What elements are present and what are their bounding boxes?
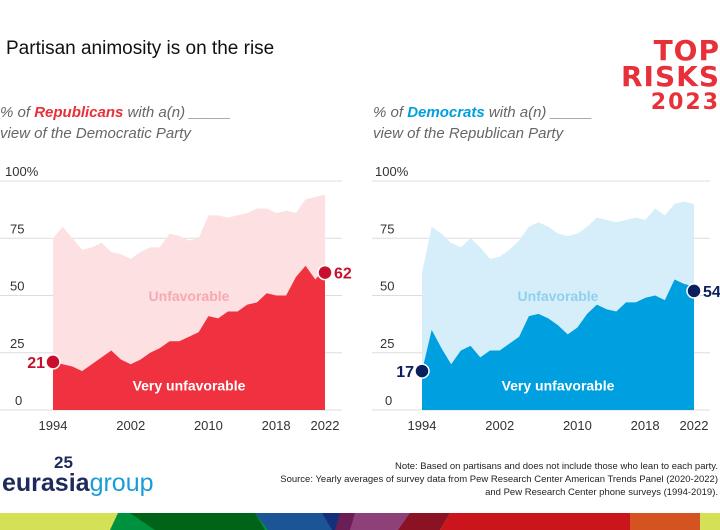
start-marker <box>45 354 61 370</box>
brand-name1: eurasia <box>2 469 90 497</box>
y-tick-label: 75 <box>10 221 24 236</box>
start-marker <box>414 363 430 379</box>
x-tick-label: 2018 <box>631 418 660 433</box>
page-title: Partisan animosity is on the rise <box>6 38 275 59</box>
y-tick-label: 50 <box>10 279 24 294</box>
party-name: Democrats <box>407 104 485 121</box>
end-marker <box>317 264 333 281</box>
subtitle-pre: % of <box>373 104 408 121</box>
area-very-unfavorable <box>53 265 325 410</box>
subtitle-pre: % of <box>0 104 35 121</box>
y-tick-label: 0 <box>15 393 22 408</box>
source-note: Note: Based on partisans and does not in… <box>280 460 718 499</box>
subtitle-right: % of Democrats with a(n) _____ view of t… <box>373 102 592 144</box>
decorative-stripe <box>0 513 720 530</box>
top-risks-logo: TOP RISKS 2023 <box>620 34 720 116</box>
start-value-label: 17 <box>396 364 414 381</box>
charts: 0 25 50 75 100% Unfavorable Very unfavorable 19… <box>0 164 720 433</box>
area-very-unfavorable <box>422 279 694 410</box>
note-line3: and Pew Research Center phone surveys (1… <box>485 487 718 498</box>
x-tick-label: 2010 <box>194 418 223 433</box>
x-tick-label: 2018 <box>262 418 291 433</box>
note-line1: Note: Based on partisans and does not in… <box>394 461 718 472</box>
series-label-very-unfavorable: Very unfavorable <box>133 378 246 394</box>
end-value-label: 62 <box>334 266 352 283</box>
note-line2: Source: Yearly averages of survey data f… <box>280 474 718 485</box>
x-tick-label: 1994 <box>39 418 68 433</box>
x-tick-label: 2002 <box>485 418 514 433</box>
y-tick-label: 75 <box>380 221 394 236</box>
y-tick-label: 100% <box>5 164 39 179</box>
subtitle-post: with a(n) _____ <box>484 104 593 121</box>
y-tick-label: 0 <box>385 393 392 408</box>
end-marker <box>686 283 702 299</box>
start-value-label: 21 <box>27 355 45 372</box>
y-tick-label: 25 <box>380 336 394 351</box>
y-tick-label: 100% <box>375 164 409 179</box>
subtitle-line2: view of the Republican Party <box>373 125 564 142</box>
end-value-label: 54 <box>703 284 720 301</box>
series-label-unfavorable: Unfavorable <box>149 288 230 304</box>
eurasia-group-logo: 25 eurasiagroup <box>2 453 154 497</box>
party-name: Republicans <box>34 104 124 121</box>
logo-line3: 2023 <box>650 90 720 115</box>
logo-line2: RISKS <box>620 60 720 93</box>
x-tick-label: 2022 <box>311 418 340 433</box>
x-tick-label: 2002 <box>116 418 145 433</box>
subtitle-line2: view of the Democratic Party <box>0 125 191 142</box>
brand-years: 25 <box>54 453 73 472</box>
series-label-unfavorable: Unfavorable <box>518 288 599 304</box>
logo-line1: TOP <box>653 34 720 67</box>
x-tick-label: 2010 <box>563 418 592 433</box>
x-tick-label: 2022 <box>680 418 709 433</box>
y-tick-label: 50 <box>380 279 394 294</box>
brand-name2: group <box>89 469 154 497</box>
series-label-very-unfavorable: Very unfavorable <box>502 378 615 394</box>
subtitle-left: % of Republicans with a(n) _____ view of… <box>0 102 231 144</box>
subtitle-post: with a(n) _____ <box>123 104 231 121</box>
x-tick-label: 1994 <box>408 418 437 433</box>
y-tick-label: 25 <box>10 336 24 351</box>
